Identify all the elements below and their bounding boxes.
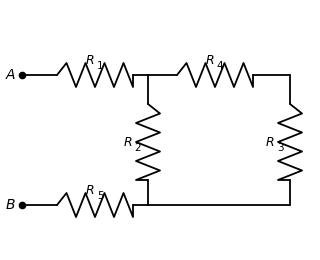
Text: 1: 1 xyxy=(97,61,103,71)
Text: R: R xyxy=(266,135,274,148)
Text: R: R xyxy=(206,54,214,67)
Text: R: R xyxy=(124,135,132,148)
Text: A: A xyxy=(5,68,15,82)
Text: 4: 4 xyxy=(217,61,223,71)
Text: 5: 5 xyxy=(97,191,103,201)
Text: B: B xyxy=(5,198,15,212)
Text: 3: 3 xyxy=(277,143,283,153)
Text: R: R xyxy=(86,54,94,67)
Text: 2: 2 xyxy=(135,143,141,153)
Text: R: R xyxy=(86,184,94,197)
